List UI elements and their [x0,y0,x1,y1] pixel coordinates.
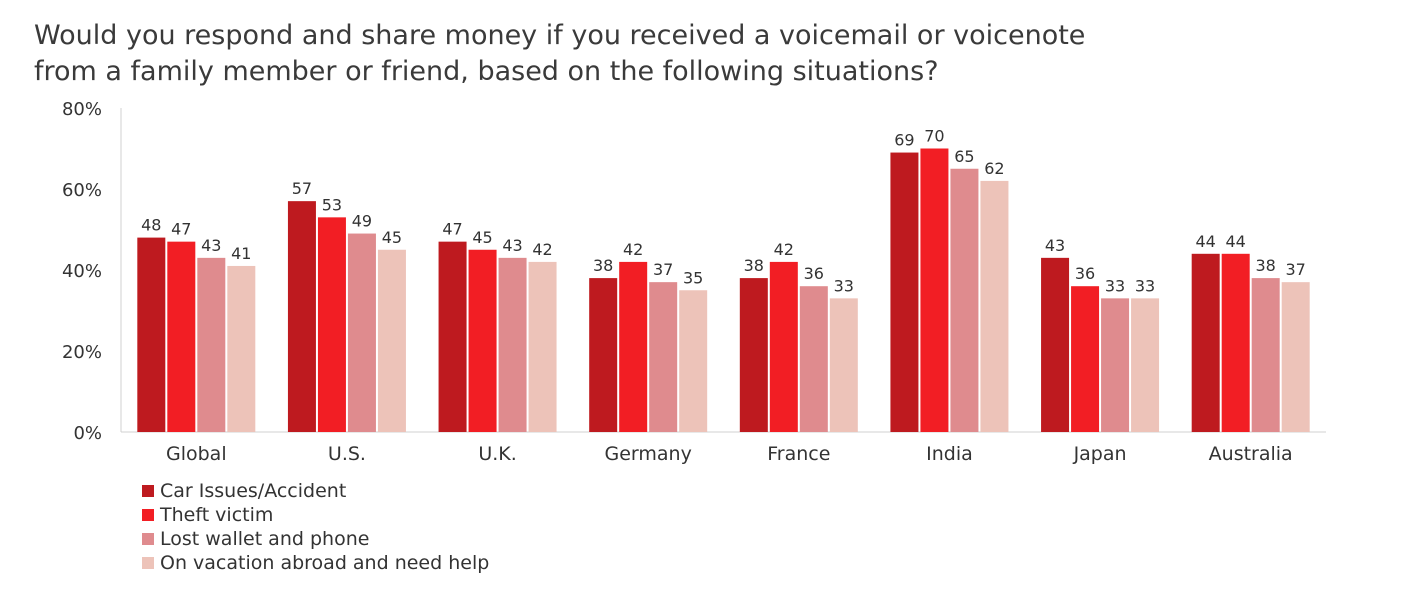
data-label: 38 [744,256,764,275]
bar [438,241,467,432]
legend-item: On vacation abroad and need help [142,551,489,575]
legend-item: Theft victim [142,503,489,527]
bar [1221,253,1250,432]
x-tick-label: Global [166,443,227,465]
chart-title-line-1: Would you respond and share money if you… [34,20,1086,51]
bar [799,286,828,432]
bar [167,241,196,432]
x-tick-label: France [767,443,830,465]
bar [950,168,979,432]
bar [1071,286,1100,432]
bar [468,249,497,432]
legend-label: Theft victim [160,504,274,526]
bar [197,257,226,432]
bar [769,261,798,432]
bar [649,282,678,432]
legend: Car Issues/Accident Theft victim Lost wall… [142,479,489,575]
data-label: 37 [653,260,673,279]
bar [890,152,919,433]
data-label: 47 [442,220,462,239]
bar [1131,298,1160,432]
legend-item: Lost wallet and phone [142,527,489,551]
bar [317,217,346,432]
data-label: 43 [201,236,221,255]
data-label: 41 [231,244,251,263]
data-label: 49 [352,212,372,231]
bar [377,249,406,432]
legend-swatch [142,533,154,545]
data-label: 42 [774,240,794,259]
data-label: 42 [532,240,552,259]
data-label: 44 [1226,232,1246,251]
legend-swatch [142,485,154,497]
data-label: 35 [683,268,703,287]
x-tick-label: Japan [1073,443,1127,465]
legend-swatch [142,509,154,521]
data-label: 57 [292,179,312,198]
y-tick-label: 20% [62,342,102,363]
x-tick-label: U.S. [328,443,366,465]
bar [980,180,1009,432]
bar [679,290,708,432]
data-label: 45 [382,228,402,247]
data-label: 38 [593,256,613,275]
data-label: 69 [894,131,914,150]
data-label: 43 [1045,236,1065,255]
x-tick-label: Australia [1209,443,1293,465]
bar [739,278,768,432]
legend-label: Car Issues/Accident [160,480,347,502]
bar [498,257,527,432]
bar [920,148,949,432]
data-label: 44 [1196,232,1216,251]
legend-label: On vacation abroad and need help [160,552,490,574]
bar [287,201,316,432]
legend-swatch [142,557,154,569]
y-tick-label: 80% [62,99,102,120]
legend-item: Car Issues/Accident [142,479,489,503]
y-tick-label: 40% [62,261,102,282]
bar [1041,257,1070,432]
bar [347,233,376,432]
y-tick-label: 60% [62,180,102,201]
data-label: 33 [1105,276,1125,295]
bar [589,278,618,432]
data-label: 48 [141,216,161,235]
x-tick-label: India [926,443,973,465]
bar [137,237,166,432]
bar [829,298,858,432]
chart-title-line-2: from a family member or friend, based on… [34,56,939,87]
data-label: 38 [1256,256,1276,275]
bar [619,261,648,432]
data-label: 42 [623,240,643,259]
chart-title: Would you respond and share money if you… [34,18,1374,90]
legend-label: Lost wallet and phone [160,528,370,550]
data-label: 65 [954,147,974,166]
bar [528,261,557,432]
bar [227,265,256,432]
x-tick-label: U.K. [478,443,516,465]
data-label: 62 [984,159,1004,178]
y-tick-label: 0% [73,423,102,444]
bar [1281,282,1310,432]
x-tick-label: Germany [605,443,692,465]
data-label: 36 [1075,264,1095,283]
data-label: 43 [502,236,522,255]
data-label: 70 [924,127,944,146]
data-label: 53 [322,195,342,214]
bar [1101,298,1130,432]
data-label: 47 [171,220,191,239]
data-label: 45 [472,228,492,247]
data-label: 37 [1286,260,1306,279]
data-label: 36 [804,264,824,283]
bar [1251,278,1280,432]
data-label: 33 [1135,276,1155,295]
data-label: 33 [834,276,854,295]
bar [1191,253,1220,432]
